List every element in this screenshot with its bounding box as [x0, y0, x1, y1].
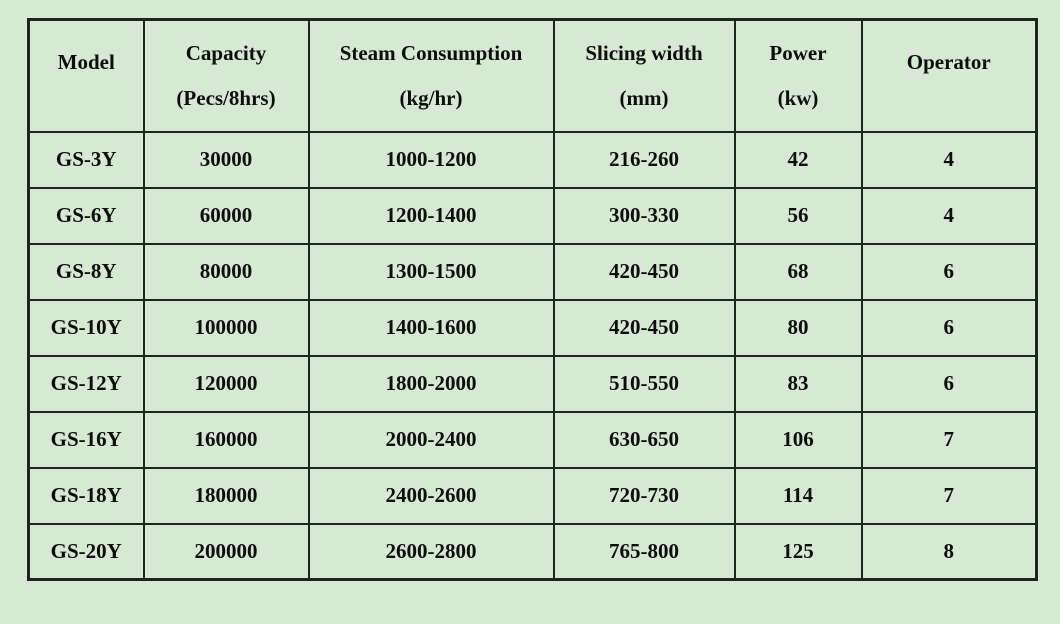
- cell-capacity: 100000: [142, 298, 310, 357]
- cell-operator: 7: [860, 410, 1038, 469]
- cell-steam-consumption: 1000-1200: [307, 130, 555, 189]
- header-slicing-width-title: Slicing width: [585, 41, 703, 66]
- header-operator: Operator: [860, 18, 1038, 133]
- cell-model: GS-3Y: [27, 130, 145, 189]
- cell-slicing-width: 720-730: [552, 466, 736, 525]
- cell-slicing-width: 420-450: [552, 298, 736, 357]
- cell-steam-consumption: 1300-1500: [307, 242, 555, 301]
- header-steam-consumption: Steam Consumption (kg/hr): [307, 18, 555, 133]
- cell-operator: 6: [860, 242, 1038, 301]
- spec-table: Model Capacity (Pecs/8hrs) Steam Consump…: [27, 18, 1038, 581]
- cell-steam-consumption: 2000-2400: [307, 410, 555, 469]
- table-row: GS-16Y 160000 2000-2400 630-650 106 7: [27, 410, 1038, 469]
- table-row: GS-8Y 80000 1300-1500 420-450 68 6: [27, 242, 1038, 301]
- header-model-title: Model: [57, 50, 115, 75]
- cell-model: GS-16Y: [27, 410, 145, 469]
- cell-steam-consumption: 2400-2600: [307, 466, 555, 525]
- cell-capacity: 30000: [142, 130, 310, 189]
- cell-slicing-width: 630-650: [552, 410, 736, 469]
- cell-operator: 6: [860, 298, 1038, 357]
- table-row: GS-3Y 30000 1000-1200 216-260 42 4: [27, 130, 1038, 189]
- cell-model: GS-6Y: [27, 186, 145, 245]
- header-slicing-width-unit: (mm): [619, 86, 669, 111]
- header-capacity-unit: (Pecs/8hrs): [176, 86, 276, 111]
- cell-model: GS-12Y: [27, 354, 145, 413]
- cell-steam-consumption: 2600-2800: [307, 522, 555, 581]
- header-power-title: Power: [769, 41, 827, 66]
- header-steam-consumption-unit: (kg/hr): [399, 86, 463, 111]
- cell-capacity: 180000: [142, 466, 310, 525]
- cell-operator: 7: [860, 466, 1038, 525]
- header-power: Power (kw): [733, 18, 863, 133]
- cell-model: GS-8Y: [27, 242, 145, 301]
- cell-steam-consumption: 1200-1400: [307, 186, 555, 245]
- cell-power: 125: [733, 522, 863, 581]
- header-operator-title: Operator: [906, 50, 991, 75]
- cell-power: 114: [733, 466, 863, 525]
- cell-operator: 4: [860, 186, 1038, 245]
- cell-operator: 8: [860, 522, 1038, 581]
- cell-slicing-width: 765-800: [552, 522, 736, 581]
- header-slicing-width: Slicing width (mm): [552, 18, 736, 133]
- header-capacity: Capacity (Pecs/8hrs): [142, 18, 310, 133]
- cell-model: GS-10Y: [27, 298, 145, 357]
- header-power-unit: (kw): [777, 86, 819, 111]
- cell-slicing-width: 216-260: [552, 130, 736, 189]
- table-row: GS-6Y 60000 1200-1400 300-330 56 4: [27, 186, 1038, 245]
- header-steam-consumption-title: Steam Consumption: [339, 41, 523, 66]
- cell-capacity: 200000: [142, 522, 310, 581]
- cell-power: 68: [733, 242, 863, 301]
- cell-slicing-width: 300-330: [552, 186, 736, 245]
- table-row: GS-18Y 180000 2400-2600 720-730 114 7: [27, 466, 1038, 525]
- cell-operator: 6: [860, 354, 1038, 413]
- cell-model: GS-20Y: [27, 522, 145, 581]
- cell-model: GS-18Y: [27, 466, 145, 525]
- cell-capacity: 120000: [142, 354, 310, 413]
- cell-power: 42: [733, 130, 863, 189]
- cell-capacity: 80000: [142, 242, 310, 301]
- cell-capacity: 160000: [142, 410, 310, 469]
- cell-power: 83: [733, 354, 863, 413]
- cell-power: 80: [733, 298, 863, 357]
- table-row: GS-20Y 200000 2600-2800 765-800 125 8: [27, 522, 1038, 581]
- cell-capacity: 60000: [142, 186, 310, 245]
- table-row: GS-10Y 100000 1400-1600 420-450 80 6: [27, 298, 1038, 357]
- cell-steam-consumption: 1800-2000: [307, 354, 555, 413]
- table-row: GS-12Y 120000 1800-2000 510-550 83 6: [27, 354, 1038, 413]
- header-row: Model Capacity (Pecs/8hrs) Steam Consump…: [27, 18, 1038, 133]
- cell-slicing-width: 510-550: [552, 354, 736, 413]
- cell-power: 106: [733, 410, 863, 469]
- cell-operator: 4: [860, 130, 1038, 189]
- header-capacity-title: Capacity: [185, 41, 267, 66]
- header-model: Model: [27, 18, 145, 133]
- cell-power: 56: [733, 186, 863, 245]
- cell-slicing-width: 420-450: [552, 242, 736, 301]
- cell-steam-consumption: 1400-1600: [307, 298, 555, 357]
